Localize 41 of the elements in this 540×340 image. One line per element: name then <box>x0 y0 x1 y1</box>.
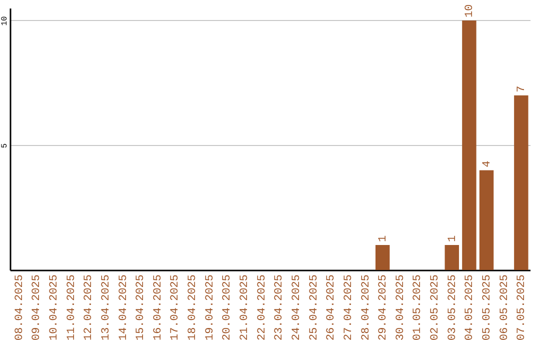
bar <box>514 95 528 270</box>
x-tick-label: 21.04.2025 <box>239 274 252 340</box>
x-tick-label: 25.04.2025 <box>308 274 320 340</box>
bar <box>375 245 390 270</box>
x-tick-label: 17.04.2025 <box>170 274 182 340</box>
x-tick-label: 16.04.2025 <box>152 274 164 340</box>
x-tick-label: 09.04.2025 <box>31 274 44 340</box>
y-tick-label: 5 <box>0 143 10 148</box>
x-tick-label: 05.05.2025 <box>482 274 494 340</box>
x-tick-label: 13.04.2025 <box>100 274 112 340</box>
x-tick-label: 03.05.2025 <box>446 274 459 340</box>
data-label: 1 <box>378 235 390 242</box>
x-tick-label: 18.04.2025 <box>187 274 200 340</box>
data-label: 4 <box>482 160 494 168</box>
x-tick-label: 10.04.2025 <box>48 274 60 340</box>
x-tick-label: 14.04.2025 <box>118 274 130 340</box>
x-tick-label: 02.05.2025 <box>430 274 442 340</box>
x-tick-label: 22.04.2025 <box>256 274 268 340</box>
x-tick-label: 19.04.2025 <box>204 274 216 340</box>
x-tick-label: 08.04.2025 <box>14 274 26 340</box>
x-tick-label: 24.04.2025 <box>290 274 303 340</box>
x-tick-label: 12.04.2025 <box>83 274 96 340</box>
x-tick-label: 15.04.2025 <box>135 274 148 340</box>
bar <box>462 20 476 270</box>
x-tick-label: 28.04.2025 <box>360 274 372 340</box>
x-tick-label: 01.05.2025 <box>412 274 424 340</box>
x-tick-label: 27.04.2025 <box>342 274 355 340</box>
x-tick-label: 06.05.2025 <box>498 274 511 340</box>
x-tick-label: 29.04.2025 <box>378 274 390 340</box>
data-label: 10 <box>464 4 476 18</box>
x-tick-label: 07.05.2025 <box>516 274 528 340</box>
x-tick-label: 23.04.2025 <box>274 274 286 340</box>
data-label: 7 <box>516 86 528 92</box>
data-label: 1 <box>446 235 459 242</box>
bar <box>444 245 459 270</box>
x-tick-label: 04.05.2025 <box>464 274 476 340</box>
bar <box>479 170 494 270</box>
x-tick-label: 11.04.2025 <box>66 274 78 340</box>
x-tick-label: 30.04.2025 <box>394 274 407 340</box>
x-tick-label: 20.04.2025 <box>222 274 234 340</box>
x-tick-label: 26.04.2025 <box>326 274 338 340</box>
